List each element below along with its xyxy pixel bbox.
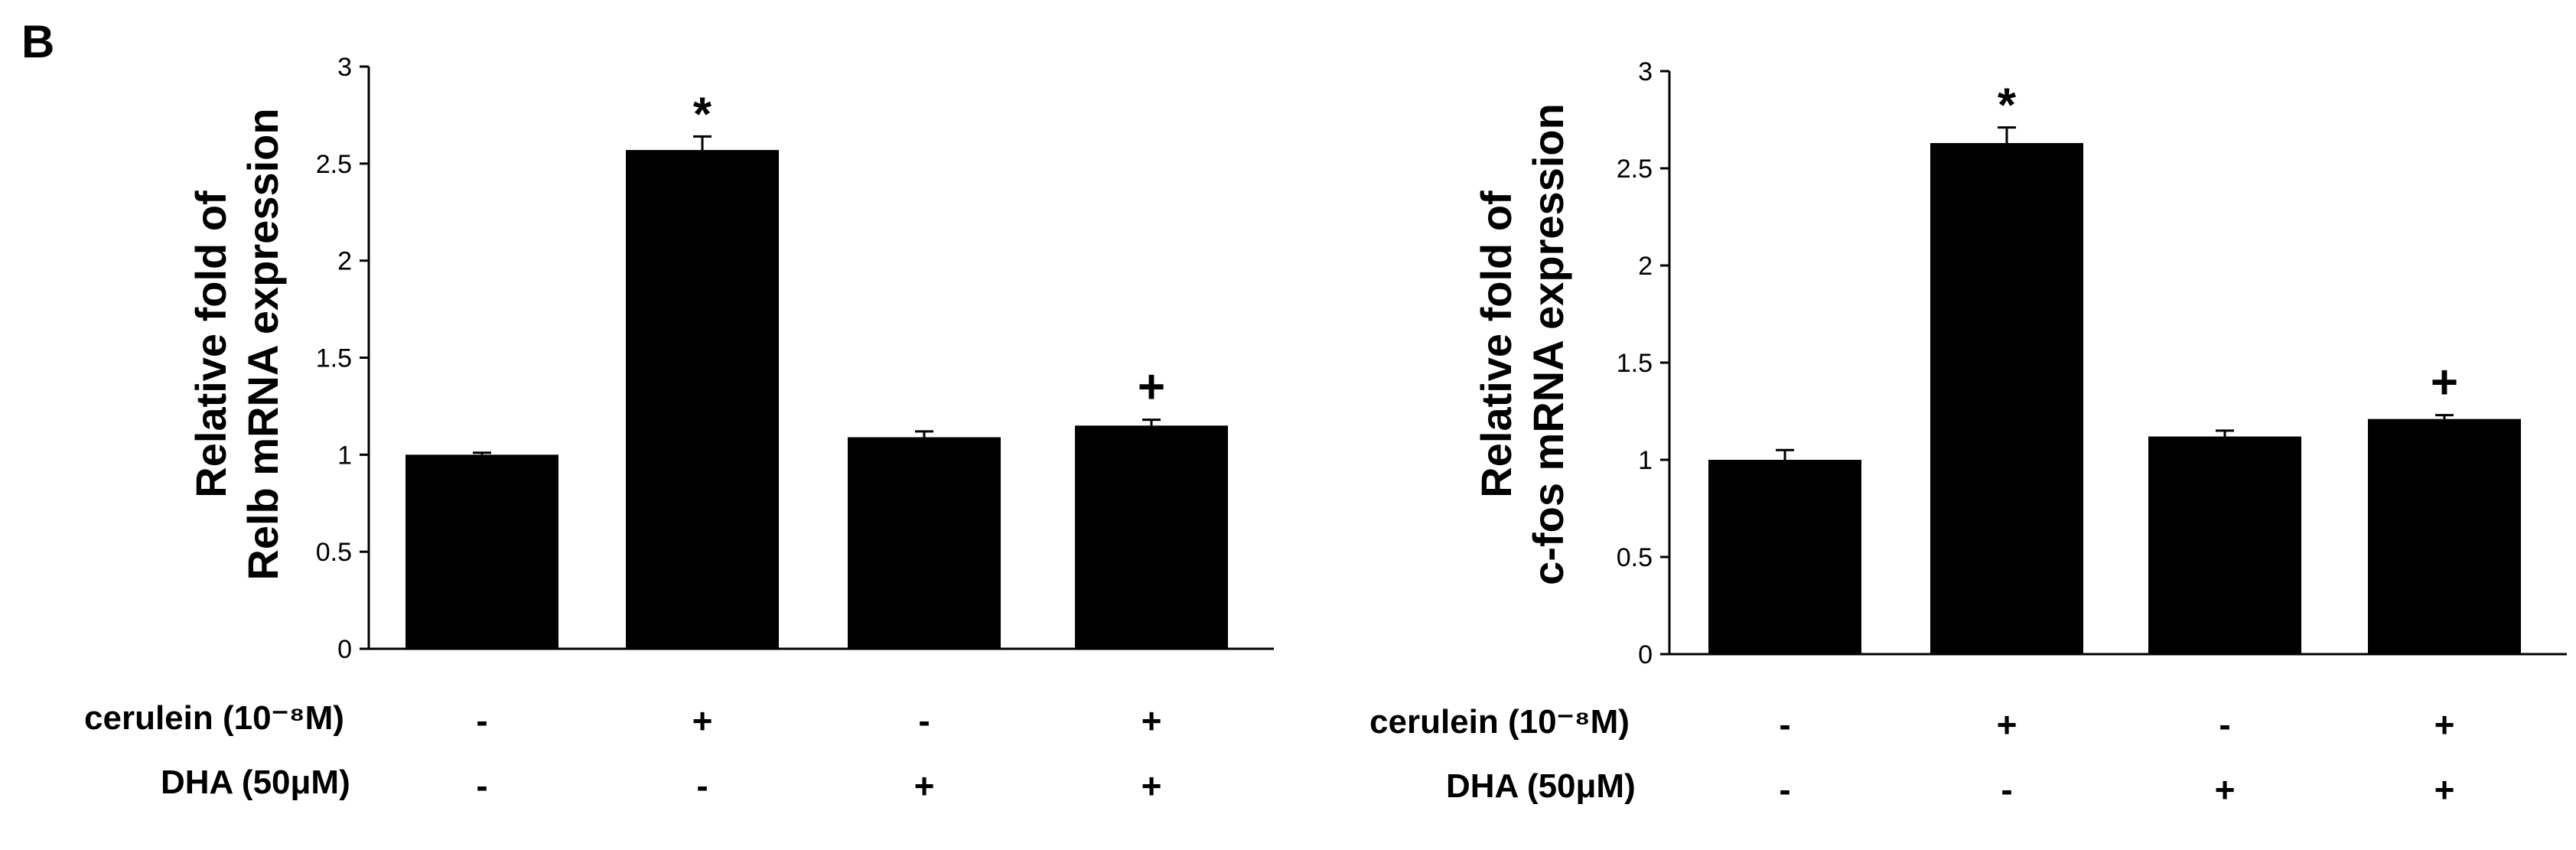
treatment-sign: - — [476, 701, 488, 741]
treatment-sign: + — [2434, 770, 2455, 809]
y-tick-label: 3 — [337, 53, 352, 82]
treatment-sign: - — [1779, 770, 1791, 809]
treatment-sign: + — [692, 701, 713, 741]
y-tick-label: 0 — [1638, 640, 1653, 669]
treatment-sign: + — [1996, 705, 2017, 744]
plot-area: 0 0.5 1 1.5 2 2.5 3 * + — [316, 53, 1274, 664]
bar — [2368, 418, 2521, 654]
y-tick-label: 2 — [1638, 252, 1653, 281]
treatment-sign: + — [1141, 766, 1162, 806]
treatment-sign: - — [476, 766, 488, 806]
y-tick-label: 1.5 — [1617, 349, 1653, 378]
panel-label: B — [21, 16, 55, 67]
significance-marker: + — [2431, 357, 2458, 409]
treatment-sign: - — [1779, 705, 1791, 744]
treatment-sign: + — [1141, 701, 1162, 741]
treatment-sign: + — [2214, 770, 2236, 809]
y-tick-label: 0 — [337, 635, 352, 664]
significance-marker: * — [693, 88, 712, 141]
treatment-label-dha: DHA (50μM) — [1446, 767, 1636, 805]
y-tick-label: 2 — [337, 247, 352, 276]
y-tick-label: 2.5 — [1617, 155, 1653, 184]
treatment-sign: + — [2434, 705, 2455, 744]
treatment-sign: + — [913, 766, 935, 806]
bar — [1930, 142, 2083, 655]
bar — [848, 437, 1001, 649]
treatment-sign: - — [2219, 705, 2231, 744]
treatment-sign: - — [918, 701, 930, 741]
plot-area: 0 0.5 1 1.5 2 2.5 3 * + — [1617, 57, 2567, 669]
significance-marker: * — [1998, 80, 2017, 132]
y-tick-label: 2.5 — [316, 150, 352, 179]
bar — [1075, 425, 1228, 649]
bar — [1708, 460, 1861, 654]
treatment-label-cerulein: cerulein (10⁻⁸M) — [1369, 703, 1630, 741]
bar — [626, 150, 779, 649]
y-tick-label: 3 — [1638, 57, 1653, 86]
bar — [405, 454, 559, 649]
treatment-label-dha: DHA (50μM) — [161, 764, 350, 801]
y-tick-label: 1 — [1638, 446, 1653, 475]
treatment-sign: - — [2001, 770, 2013, 809]
treatment-sign: - — [696, 766, 708, 806]
y-tick-label: 0.5 — [316, 538, 352, 567]
y-tick-label: 1 — [337, 441, 352, 470]
bar — [2148, 436, 2301, 654]
y-tick-label: 0.5 — [1617, 543, 1653, 572]
significance-marker: + — [1138, 361, 1165, 414]
y-tick-label: 1.5 — [316, 344, 352, 373]
cfos-chart: Relative fold of c-fos mRNA expression 0… — [1285, 0, 2567, 850]
treatment-label-cerulein: cerulein (10⁻⁸M) — [84, 699, 344, 737]
